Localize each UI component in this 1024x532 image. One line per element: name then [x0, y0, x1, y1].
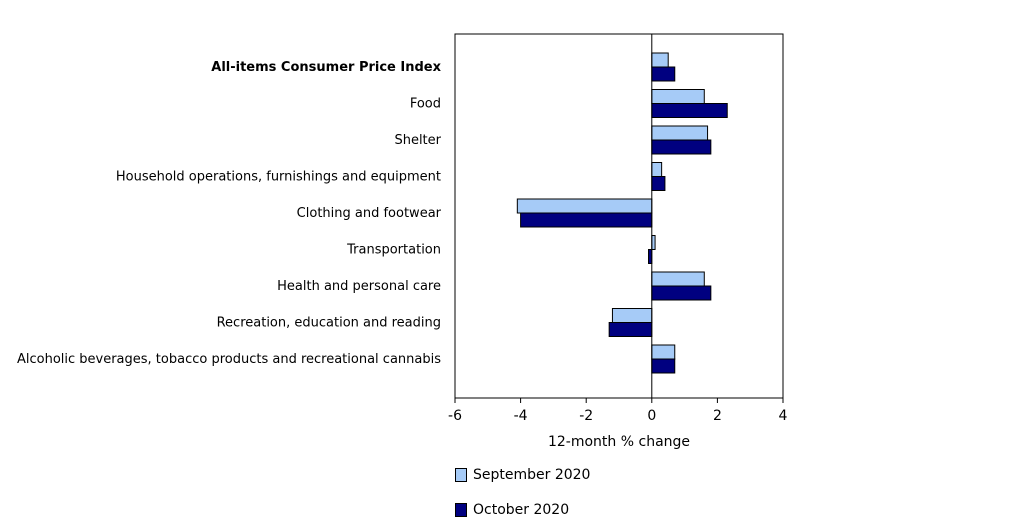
category-label: Health and personal care — [277, 279, 441, 294]
bar-september — [516, 198, 653, 214]
bar-september — [651, 125, 709, 141]
bar-october — [608, 322, 653, 337]
category-label: Recreation, education and reading — [217, 316, 441, 331]
category-label: Shelter — [394, 133, 441, 148]
bar-september — [611, 308, 653, 323]
bar-october — [651, 176, 666, 191]
legend-swatch-october — [455, 503, 467, 517]
category-labels: All-items Consumer Price Index Food Shelte… — [17, 60, 442, 367]
bar-september — [651, 162, 663, 177]
x-tick-label: -2 — [579, 408, 593, 424]
bars — [516, 52, 728, 374]
category-label: Transportation — [346, 243, 441, 258]
category-label: All-items Consumer Price Index — [211, 60, 441, 75]
bar-chart: All-items Consumer Price Index Food Shelte… — [17, 33, 788, 450]
x-tick-label: 0 — [647, 408, 656, 424]
category-label: Food — [410, 97, 441, 112]
legend-label-september: September 2020 — [473, 467, 591, 483]
x-tick-label: 4 — [779, 408, 788, 424]
x-tick-label: -4 — [514, 408, 528, 424]
bar-september — [651, 344, 676, 360]
legend-swatch-september — [455, 468, 467, 482]
bar-september — [651, 52, 669, 68]
bar-october — [651, 66, 676, 82]
category-label: Household operations, furnishings and eq… — [116, 170, 441, 185]
bar-september — [651, 89, 705, 104]
bar-october — [520, 212, 653, 228]
legend-label-october: October 2020 — [473, 502, 570, 518]
plot-frame — [454, 33, 784, 399]
bar-september — [651, 271, 705, 287]
x-axis-label: 12-month % change — [548, 434, 690, 450]
x-tick-label: 2 — [713, 408, 722, 424]
x-axis-ticks: -6 -4 -2 0 2 4 — [448, 398, 788, 424]
bar-october — [651, 139, 712, 155]
legend-item-october: October 2020 — [455, 502, 569, 518]
bar-october — [651, 285, 712, 301]
category-label: Clothing and footwear — [297, 206, 442, 221]
category-label: Alcoholic beverages, tobacco products an… — [17, 352, 441, 367]
bar-october — [651, 103, 728, 118]
x-tick-label: -6 — [448, 408, 462, 424]
bar-october — [651, 358, 676, 374]
legend-item-september: September 2020 — [455, 467, 590, 483]
